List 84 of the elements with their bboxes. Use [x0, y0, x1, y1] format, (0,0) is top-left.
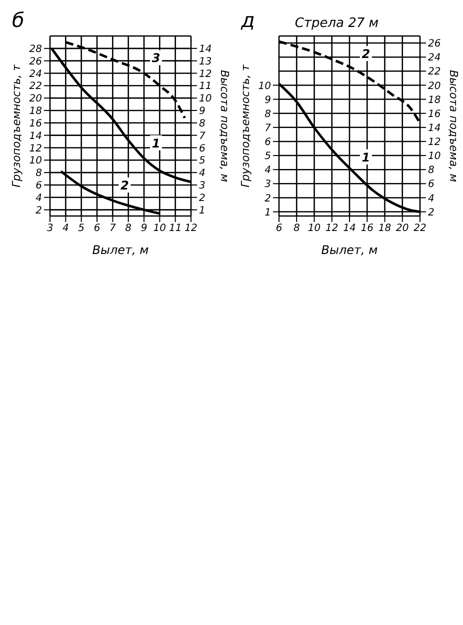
y-tick-label: 26 — [29, 56, 42, 68]
x-tick-label: 10 — [153, 223, 166, 234]
y-tick-label: 7 — [264, 122, 272, 134]
y-tick-label: 10 — [29, 156, 42, 167]
y-tick-label: 8 — [264, 108, 271, 120]
x-tick-label: 5 — [78, 223, 85, 234]
y-tick-label: 20 — [29, 94, 42, 105]
y-tick-label: 2 — [264, 193, 271, 204]
y-tick-label: 14 — [29, 130, 42, 142]
series-label: 1 — [152, 136, 160, 150]
y2-tick-label: 10 — [428, 151, 441, 162]
y-tick-label: 4 — [264, 165, 271, 176]
y2-tick-label: 4 — [428, 193, 434, 204]
y2-tick-label: 3 — [199, 180, 206, 192]
y2-tick-label: 5 — [199, 156, 206, 167]
y-tick-label: 5 — [264, 151, 271, 162]
x-tick-label: 16 — [360, 223, 374, 234]
y2-tick-label: 26 — [428, 38, 441, 50]
y2-tick-label: 9 — [199, 106, 206, 118]
y2-tick-label: 18 — [428, 94, 441, 106]
y-tick-label: 3 — [264, 179, 271, 190]
x-tick-label: 22 — [414, 223, 426, 234]
y-axis-title: Грузоподъемность, т — [238, 64, 252, 188]
y2-tick-label: 1 — [199, 205, 206, 216]
chart-title: д — [241, 8, 255, 32]
x-tick-label: 6 — [276, 223, 282, 234]
y2-tick-label: 8 — [428, 165, 434, 176]
series-label: 2 — [120, 178, 129, 192]
x-tick-label: 9 — [140, 223, 148, 234]
y2-tick-label: 6 — [199, 143, 206, 154]
x-tick-label: 7 — [109, 223, 116, 234]
y-tick-label: 10 — [258, 80, 271, 92]
x-axis-title: Вылет, м — [92, 243, 149, 257]
x-tick-label: 12 — [184, 223, 198, 234]
y2-tick-label: 7 — [199, 130, 206, 142]
x-tick-label: 6 — [94, 223, 100, 234]
x-tick-label: 11 — [168, 223, 182, 234]
y2-tick-label: 2 — [428, 207, 434, 218]
y-tick-label: 16 — [29, 118, 42, 130]
x-tick-label: 12 — [326, 223, 338, 234]
y-tick-label: 8 — [36, 168, 42, 180]
y-tick-label: 2 — [36, 205, 42, 216]
x-tick-label: 10 — [308, 223, 321, 234]
y2-tick-label: 22 — [428, 66, 441, 78]
y-tick-label: 12 — [29, 143, 42, 154]
chart-title: б — [12, 8, 24, 32]
y2-tick-label: 6 — [428, 179, 434, 190]
y2-tick-label: 12 — [428, 137, 441, 148]
y2-axis-title: Высота подъема, м — [218, 70, 232, 182]
x-tick-label: 18 — [378, 223, 392, 234]
series-label: 2 — [362, 47, 370, 62]
y2-tick-label: 24 — [428, 52, 441, 64]
x-tick-label: 8 — [293, 223, 300, 234]
series-label: 3 — [152, 51, 160, 66]
y-tick-label: 9 — [264, 94, 271, 106]
y-tick-label: 1 — [264, 207, 271, 218]
x-tick-label: 8 — [125, 223, 132, 234]
y2-tick-label: 4 — [199, 168, 206, 180]
y2-tick-label: 12 — [199, 68, 212, 80]
y2-tick-label: 11 — [199, 81, 212, 92]
x-tick-label: 4 — [62, 223, 69, 234]
y-tick-label: 6 — [264, 137, 271, 148]
y-tick-label: 28 — [29, 44, 42, 55]
y2-tick-label: 14 — [199, 44, 212, 55]
y2-tick-label: 10 — [199, 94, 212, 105]
x-tick-label: 20 — [396, 223, 409, 234]
y-tick-label: 18 — [29, 106, 42, 118]
y2-tick-label: 13 — [199, 56, 212, 68]
y-tick-label: 22 — [29, 81, 42, 92]
y-tick-label: 4 — [36, 192, 42, 204]
x-tick-label: 14 — [343, 223, 356, 234]
y2-tick-label: 8 — [199, 118, 206, 130]
y-tick-label: 6 — [36, 180, 42, 192]
series-label: 1 — [362, 150, 370, 164]
y-axis-title: Грузоподъемность, т — [10, 64, 23, 188]
x-tick-label: 3 — [46, 223, 54, 234]
y2-tick-label: 16 — [428, 108, 441, 120]
y2-tick-label: 20 — [428, 80, 441, 92]
y2-tick-label: 2 — [199, 192, 206, 204]
y2-tick-label: 14 — [428, 122, 441, 134]
y2-axis-title: Высота подъема, м — [447, 70, 460, 182]
y-tick-label: 24 — [29, 68, 42, 80]
x-axis-title: Вылет, м — [321, 243, 378, 257]
chart-subtitle: Стрела 27 м — [294, 16, 379, 31]
